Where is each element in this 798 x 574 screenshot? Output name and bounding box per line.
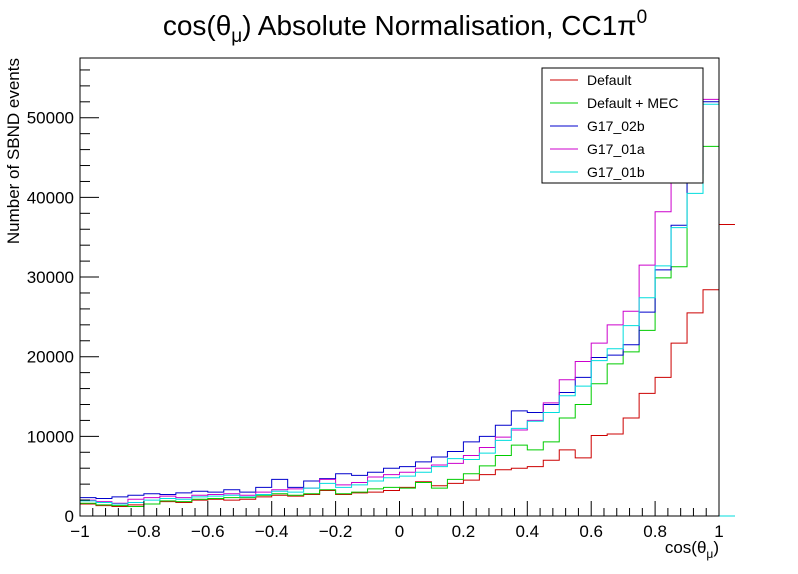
series-g17-01a — [79, 98, 735, 517]
x-axis-label: cos(θμ) — [665, 538, 719, 561]
chart-title-rest: ) Absolute Normalisation, CC1π — [242, 10, 636, 41]
ticks-layer: −1 −0.8 −0.6 −0.4 −0.2 0 0.2 0.4 0.6 0.8 1 0 10000 20… — [27, 69, 724, 541]
x-tick-label: −0.6 — [191, 522, 225, 541]
x-tick-label: −0.4 — [255, 522, 289, 541]
chart-title: cos(θμ) Absolute Normalisation, CC1π0 — [163, 7, 647, 47]
x-tick-label: 0.4 — [515, 522, 539, 541]
y-tick-label: 50000 — [27, 109, 74, 128]
y-tick-label: 0 — [65, 507, 74, 526]
x-tick-label: −1 — [70, 522, 89, 541]
x-axis-label-end: ) — [713, 538, 719, 557]
chart-title-superscript: 0 — [637, 7, 648, 28]
y-axis-label: Number of SBND events — [4, 58, 23, 244]
x-axis-label-main: cos(θ — [665, 538, 707, 557]
chart-title-subscript: μ — [231, 26, 242, 47]
legend: Default Default + MEC G17_02b G17_01a G17_01… — [541, 67, 704, 184]
x-tick-label: 1 — [714, 522, 723, 541]
series-g17-02b — [79, 101, 735, 517]
x-axis-label-subscript: μ — [706, 547, 713, 561]
legend-label: Default — [587, 72, 631, 88]
legend-label: Default + MEC — [587, 95, 678, 111]
legend-label: G17_01b — [587, 164, 645, 180]
y-tick-label: 30000 — [27, 268, 74, 287]
x-tick-label: 0.8 — [643, 522, 667, 541]
y-tick-label: 20000 — [27, 348, 74, 367]
series-line — [79, 101, 735, 517]
x-tick-label: −0.8 — [127, 522, 161, 541]
y-tick-label: 10000 — [27, 427, 74, 446]
chart-title-main: cos(θ — [163, 10, 231, 41]
series-line — [79, 103, 735, 517]
x-tick-label: −0.2 — [319, 522, 353, 541]
series-default-mec — [79, 145, 735, 517]
legend-label: G17_02b — [587, 118, 645, 134]
x-tick-label: 0.6 — [579, 522, 603, 541]
series-line — [79, 98, 735, 517]
x-tick-label: 0.2 — [452, 522, 476, 541]
series-line — [79, 145, 735, 517]
series-layer — [79, 98, 735, 517]
legend-label: G17_01a — [587, 141, 645, 157]
series-g17-01b — [79, 103, 735, 517]
y-tick-label: 40000 — [27, 188, 74, 207]
x-tick-label: 0 — [395, 522, 404, 541]
